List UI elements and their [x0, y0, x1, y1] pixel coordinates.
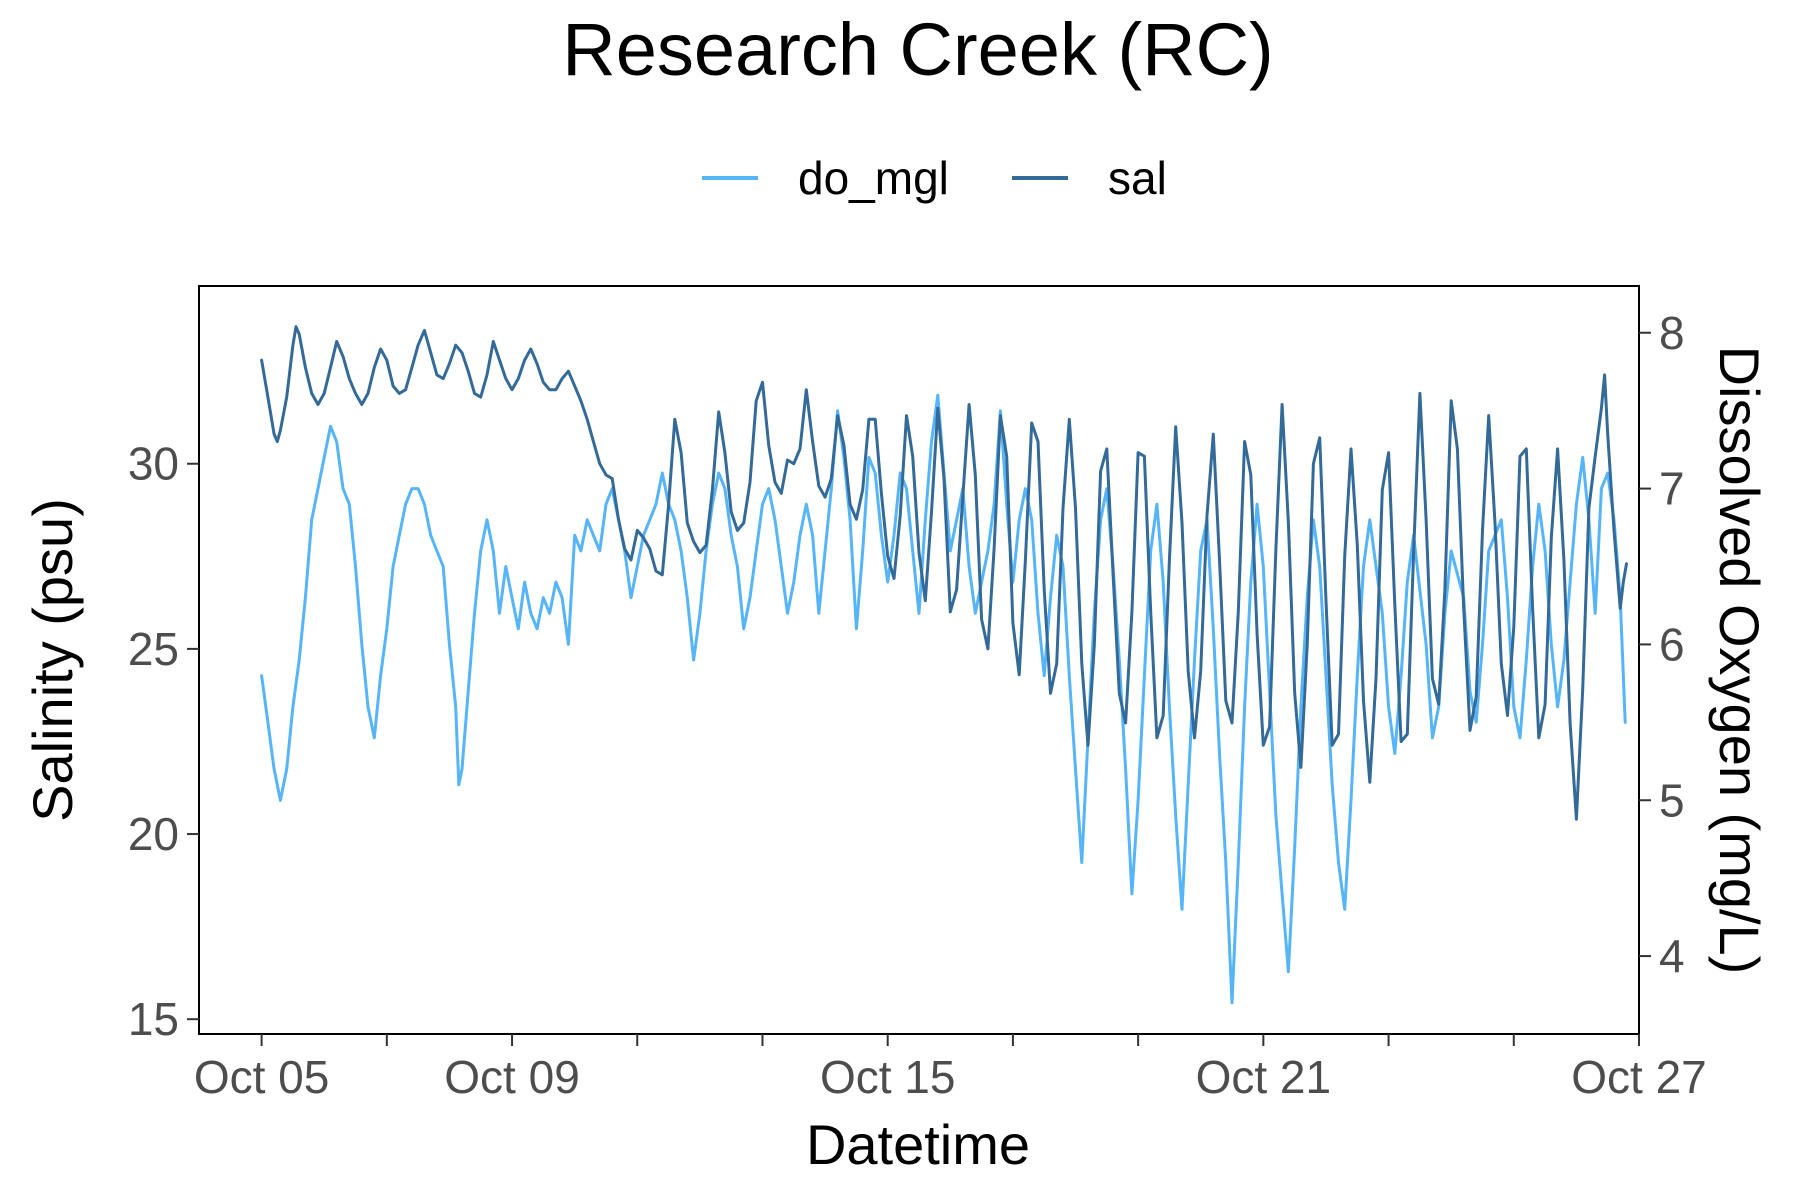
x-tick-label: Oct 21	[1196, 1051, 1332, 1103]
plot-panel	[198, 285, 1640, 1035]
y-left-tick-label: 25	[128, 623, 179, 675]
plot-area	[260, 325, 1628, 1005]
x-axis-title: Datetime	[806, 1113, 1030, 1176]
legend-label-do_mgl: do_mgl	[798, 152, 949, 204]
x-tick-label: Oct 05	[194, 1051, 330, 1103]
y-right-tick-label: 4	[1659, 930, 1685, 982]
legend-label-sal: sal	[1108, 152, 1167, 204]
y-left-tick-label: 20	[128, 808, 179, 860]
y-right-tick-label: 8	[1659, 307, 1685, 359]
x-tick-label: Oct 15	[820, 1051, 956, 1103]
y-axis-title-left: Salinity (psu)	[21, 498, 84, 822]
x-tick-label: Oct 09	[444, 1051, 580, 1103]
series-line-do_mgl	[260, 393, 1627, 1005]
x-tick-label: Oct 27	[1571, 1051, 1707, 1103]
axes: Oct 05 Oct 09 Oct 15 Oct 21 Oct 27 15 20 25 30 4 5…	[128, 307, 1707, 1103]
y-right-tick-label: 6	[1659, 618, 1685, 670]
y-left-tick-label: 30	[128, 438, 179, 490]
legend: do_mgl sal	[702, 152, 1167, 204]
series-line-sal	[260, 325, 1628, 821]
y-axis-title-right: Dissolved Oxygen (mg/L)	[1708, 346, 1771, 975]
y-right-tick-label: 7	[1659, 463, 1685, 515]
y-left-tick-label: 15	[128, 993, 179, 1045]
y-right-tick-label: 5	[1659, 774, 1685, 826]
chart-title: Research Creek (RC)	[562, 8, 1273, 91]
